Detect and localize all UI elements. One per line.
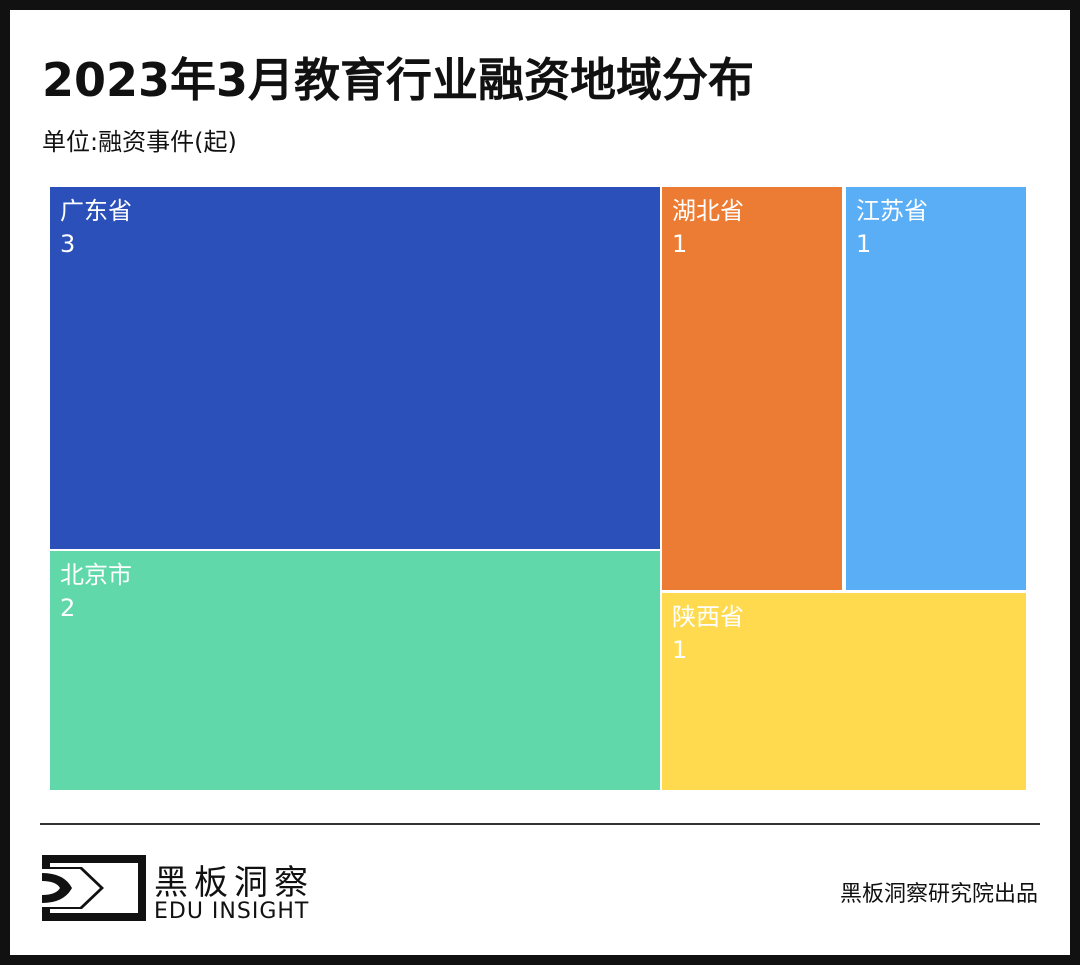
cell-label: 北京市	[60, 561, 132, 589]
treemap-cell: 江苏省 1	[846, 187, 1026, 590]
cell-value: 1	[672, 230, 688, 258]
treemap-cell: 北京市 2	[50, 551, 660, 790]
edu-insight-logo-icon	[42, 855, 146, 921]
divider	[40, 823, 1040, 825]
logo-text-cn: 黑板洞察	[154, 863, 314, 903]
page: 2023年3月教育行业融资地域分布 单位:融资事件(起) 广东省 3 北京市 2 湖北省…	[10, 10, 1070, 955]
cell-value: 2	[60, 594, 76, 622]
cell-value: 3	[60, 230, 76, 258]
chart-unit: 单位:融资事件(起)	[42, 128, 237, 156]
cell-value: 1	[672, 636, 688, 664]
cell-label: 陕西省	[672, 603, 744, 631]
treemap-cell: 陕西省 1	[662, 593, 1026, 790]
treemap-cell: 广东省 3	[50, 187, 660, 549]
chart-title: 2023年3月教育行业融资地域分布	[42, 53, 755, 107]
cell-label: 广东省	[60, 197, 132, 225]
cell-label: 湖北省	[672, 197, 744, 225]
cell-label: 江苏省	[856, 197, 928, 225]
logo-text-en: EDU INSIGHT	[154, 899, 310, 924]
credit-text: 黑板洞察研究院出品	[839, 882, 1038, 907]
cell-value: 1	[856, 230, 872, 258]
treemap-cell: 湖北省 1	[662, 187, 842, 590]
